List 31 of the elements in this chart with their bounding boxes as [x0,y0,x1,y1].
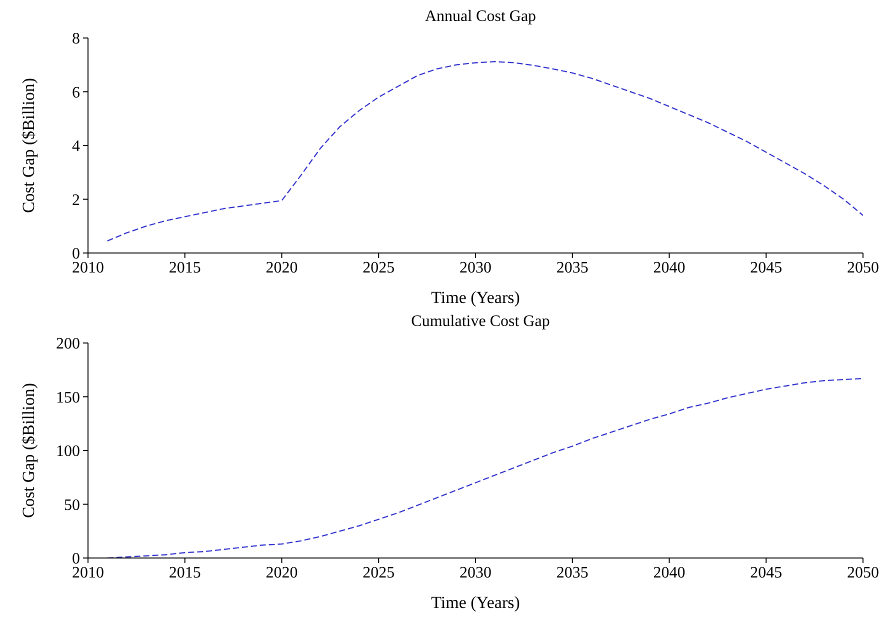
y-tick-label: 50 [64,496,80,514]
y-tick-label: 2 [72,192,80,209]
x-tick-label: 2050 [847,564,879,582]
x-tick-label: 2050 [847,259,879,276]
x-tick-label: 2020 [266,259,298,276]
x-tick-label: 2035 [556,259,588,276]
y-tick-label: 8 [72,30,80,48]
x-tick-label: 2030 [460,564,492,582]
x-axis-title: Time (Years) [431,593,520,612]
x-tick-label: 2045 [750,564,782,582]
y-axis-title: Cost Gap ($Billion) [19,382,38,518]
y-tick-label: 150 [56,389,80,406]
x-tick-label: 2020 [266,564,298,582]
y-tick-label: 100 [56,443,80,460]
chart-title: Cumulative Cost Gap [410,313,551,332]
x-tick-label: 2035 [556,564,588,582]
x-tick-label: 2040 [653,564,686,582]
y-axis-title: Cost Gap ($Billion) [19,78,38,214]
x-tick-label: 2015 [168,564,201,582]
x-tick-label: 2025 [362,259,395,276]
x-tick-label: 2040 [653,259,686,276]
x-tick-label: 2045 [750,259,782,276]
line-series [106,61,863,242]
y-tick-label: 200 [56,336,80,353]
y-tick-label: 4 [72,138,80,156]
y-tick-label: 6 [72,84,80,102]
x-axis-title: Time (Years) [431,288,520,307]
x-tick-label: 2015 [168,259,201,276]
x-tick-label: 2025 [362,564,395,582]
chart-title: Annual Cost Gap [424,8,538,27]
x-tick-label: 2030 [460,259,492,276]
